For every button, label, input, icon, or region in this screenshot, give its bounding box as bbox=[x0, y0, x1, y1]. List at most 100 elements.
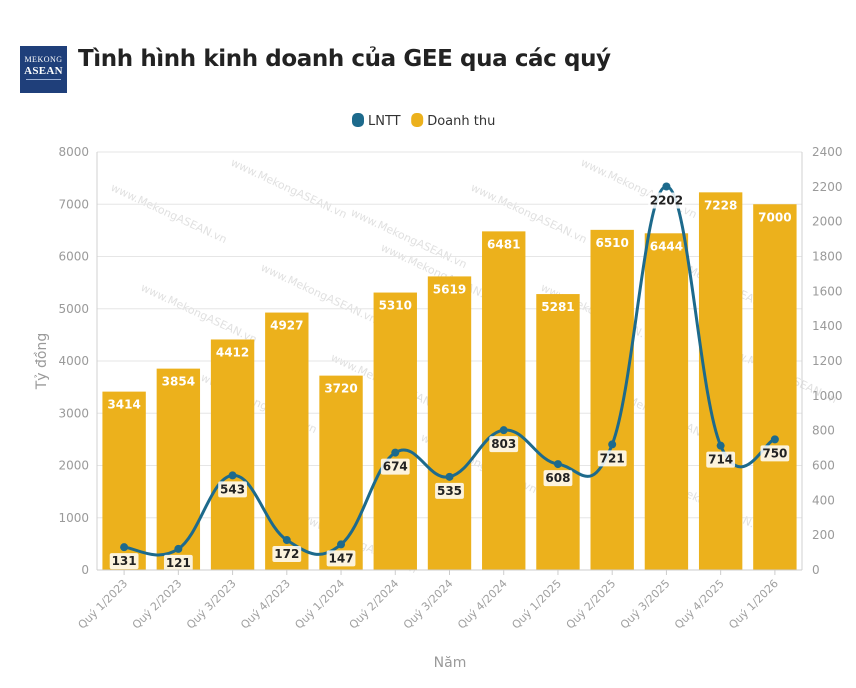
line-value-label: 172 bbox=[274, 547, 299, 561]
y2-tick-label: 0 bbox=[812, 563, 820, 577]
legend-swatch bbox=[411, 113, 424, 127]
bar[interactable] bbox=[753, 204, 797, 570]
bar-value-label: 6481 bbox=[487, 237, 520, 251]
y-tick-label: 0 bbox=[81, 563, 89, 577]
y-tick-label: 3000 bbox=[58, 406, 89, 420]
bar[interactable] bbox=[210, 339, 255, 570]
line-label-bg bbox=[435, 482, 464, 499]
bar-value-label: 3854 bbox=[162, 375, 195, 389]
x-tick-label: Quý 1/2024 bbox=[292, 577, 347, 632]
y-tick-label: 7000 bbox=[58, 197, 89, 211]
bar[interactable] bbox=[482, 231, 526, 571]
bar-value-label: 5619 bbox=[433, 282, 466, 296]
watermark-text: www.MekongASEAN.vn bbox=[229, 156, 349, 221]
y2-tick-label: 2400 bbox=[812, 145, 843, 159]
logo-text-line2: ASEAN bbox=[24, 65, 63, 77]
x-axis-title: Năm bbox=[434, 655, 467, 671]
x-tick-label: Quý 1/2025 bbox=[509, 577, 564, 632]
line-value-label: 121 bbox=[166, 556, 191, 570]
y2-tick-label: 1400 bbox=[812, 319, 843, 333]
bar[interactable] bbox=[644, 233, 689, 570]
y2-tick-label: 1000 bbox=[812, 389, 843, 403]
bar[interactable] bbox=[373, 292, 417, 570]
x-tick-label: Quý 4/2023 bbox=[238, 577, 293, 632]
line-point[interactable] bbox=[282, 536, 291, 545]
line-label-bg bbox=[272, 546, 302, 563]
line-point[interactable] bbox=[174, 544, 183, 553]
bar-value-label: 4927 bbox=[270, 319, 303, 333]
line-label-bg bbox=[218, 481, 247, 498]
line-point[interactable] bbox=[391, 448, 400, 457]
line-label-bg bbox=[648, 192, 685, 209]
bar-value-label: 7228 bbox=[704, 198, 737, 212]
line-point[interactable] bbox=[662, 182, 671, 191]
x-tick-label: Quý 2/2023 bbox=[130, 577, 185, 632]
y2-tick-label: 2200 bbox=[812, 180, 843, 194]
legend[interactable]: LNTT Doanh thu bbox=[352, 113, 495, 129]
y-axis-right: 0 200 400 600 800 1000 1200 1400 1600 1800 2000 220… bbox=[801, 145, 843, 577]
line-point[interactable] bbox=[499, 426, 508, 435]
line-label-bg bbox=[109, 553, 139, 570]
y2-tick-label: 200 bbox=[812, 528, 835, 542]
y-tick-label: 4000 bbox=[58, 354, 89, 368]
line-value-label: 674 bbox=[383, 460, 408, 474]
y-tick-label: 2000 bbox=[58, 459, 89, 473]
line-point[interactable] bbox=[770, 435, 779, 444]
y2-tick-label: 800 bbox=[812, 424, 835, 438]
y-tick-label: 1000 bbox=[58, 511, 89, 525]
y2-tick-label: 1600 bbox=[812, 284, 843, 298]
legend-label[interactable]: Doanh thu bbox=[427, 114, 495, 129]
x-tick-label: Quý 4/2024 bbox=[455, 577, 510, 632]
legend-swatch bbox=[352, 113, 364, 127]
bar[interactable] bbox=[536, 294, 580, 570]
line-value-label: 608 bbox=[545, 471, 570, 485]
bar-value-label: 5281 bbox=[541, 300, 574, 314]
line-data-labels: 131 121 543 172 147 674 535 803 608 721 2202 714 750 bbox=[109, 192, 790, 571]
legend-label[interactable]: LNTT bbox=[368, 114, 401, 129]
bar-value-label: 6510 bbox=[595, 236, 628, 250]
line-point[interactable] bbox=[608, 440, 617, 449]
logo-divider bbox=[26, 79, 61, 80]
line-label-bg bbox=[706, 451, 736, 468]
line-point[interactable] bbox=[228, 471, 237, 480]
bar[interactable] bbox=[265, 312, 309, 570]
x-tick-label: Quý 3/2023 bbox=[184, 577, 239, 632]
bar[interactable] bbox=[590, 229, 634, 571]
line-value-label: 543 bbox=[220, 482, 245, 496]
line-label-bg bbox=[163, 554, 193, 571]
line-value-label: 147 bbox=[329, 551, 354, 565]
bar[interactable] bbox=[319, 375, 363, 570]
line-value-label: 721 bbox=[600, 451, 625, 465]
line-label-bg bbox=[380, 458, 410, 475]
line-point[interactable] bbox=[553, 460, 562, 469]
bar[interactable] bbox=[427, 276, 472, 570]
line-label-bg bbox=[597, 450, 627, 467]
line-value-label: 750 bbox=[762, 446, 787, 460]
y-tick-label: 8000 bbox=[58, 145, 89, 159]
line-point[interactable] bbox=[120, 543, 129, 552]
bar[interactable] bbox=[156, 368, 201, 570]
line-value-label: 714 bbox=[708, 453, 733, 467]
y2-tick-label: 2000 bbox=[812, 215, 843, 229]
watermark-text: www.MekongASEAN.vn bbox=[109, 181, 229, 246]
line-label-bg bbox=[489, 436, 519, 453]
y2-tick-label: 400 bbox=[812, 493, 835, 507]
line-point[interactable] bbox=[445, 472, 454, 481]
line-label-bg bbox=[543, 470, 573, 487]
watermark-text: www.MekongASEAN.vn bbox=[579, 156, 699, 221]
x-tick-label: Quý 2/2025 bbox=[564, 577, 619, 632]
line-value-label: 535 bbox=[437, 484, 462, 498]
logo-text-line1: MEKONG bbox=[24, 55, 63, 64]
x-tick-label: Quý 1/2023 bbox=[76, 577, 131, 632]
bar-value-label: 6444 bbox=[650, 239, 683, 253]
bar-value-label: 7000 bbox=[758, 210, 791, 224]
bar[interactable] bbox=[102, 391, 146, 570]
x-tick-label: Quý 4/2025 bbox=[672, 577, 727, 632]
bar-value-label: 3720 bbox=[324, 382, 357, 396]
x-axis: Quý 1/2023 Quý 2/2023 Quý 3/2023 Quý 4/2023… bbox=[76, 569, 802, 632]
line-value-label: 803 bbox=[491, 437, 516, 451]
line-point[interactable] bbox=[337, 540, 346, 549]
line-point[interactable] bbox=[716, 441, 725, 450]
chart-header: MEKONG ASEAN Tình hình kinh doanh của GE… bbox=[20, 46, 840, 96]
